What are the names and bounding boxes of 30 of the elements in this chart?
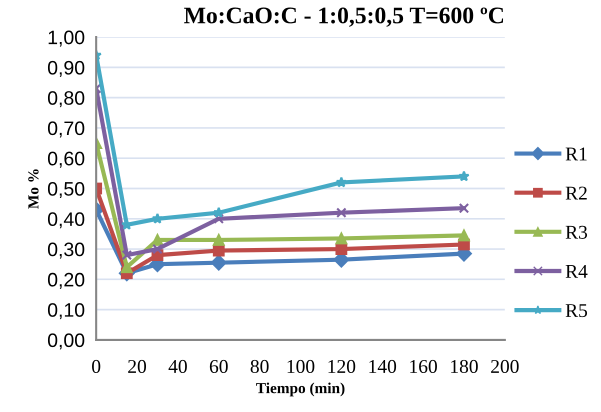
legend-label: R1 [566, 148, 587, 160]
legend-label: R3 [566, 226, 588, 239]
chart-title: Mo:CaO:C - 1:0,5:0,5 T=600 ºC [184, 7, 504, 27]
x-tick-label: 180 [451, 360, 478, 374]
y-tick-label: 0,50 [48, 182, 84, 198]
y-tick-label: 1,00 [48, 30, 84, 47]
y-tick-label: 0,00 [48, 333, 84, 350]
x-tick-label: 60 [210, 360, 228, 374]
x-tick-label: 160 [410, 360, 437, 374]
legend-label: R5 [566, 304, 588, 318]
x-tick-label: 80 [250, 360, 269, 374]
y-tick-label: 0,30 [48, 242, 84, 259]
y-tick-label: 0,20 [48, 272, 84, 289]
x-tick-label: 120 [328, 360, 356, 374]
y-tick-label: 0,70 [48, 121, 84, 138]
y-tick-label: 0,90 [48, 60, 84, 77]
x-axis-title: Tiempo (min) [256, 382, 344, 396]
y-tick-label: 0,60 [48, 152, 84, 168]
legend-label: R4 [566, 264, 588, 278]
y-tick-label: 0,40 [48, 212, 84, 228]
y-tick-label: 0,10 [48, 303, 84, 320]
x-tick-label: 20 [128, 360, 146, 374]
x-tick-label: 100 [288, 360, 314, 374]
x-tick-label: 200 [491, 360, 519, 374]
x-tick-label: 0 [92, 360, 100, 374]
y-tick-label: 0,80 [48, 91, 84, 108]
legend-label: R2 [566, 186, 587, 200]
y-axis-title: Mo % [28, 169, 39, 209]
x-tick-label: 140 [369, 360, 396, 374]
x-tick-label: 40 [168, 360, 187, 374]
